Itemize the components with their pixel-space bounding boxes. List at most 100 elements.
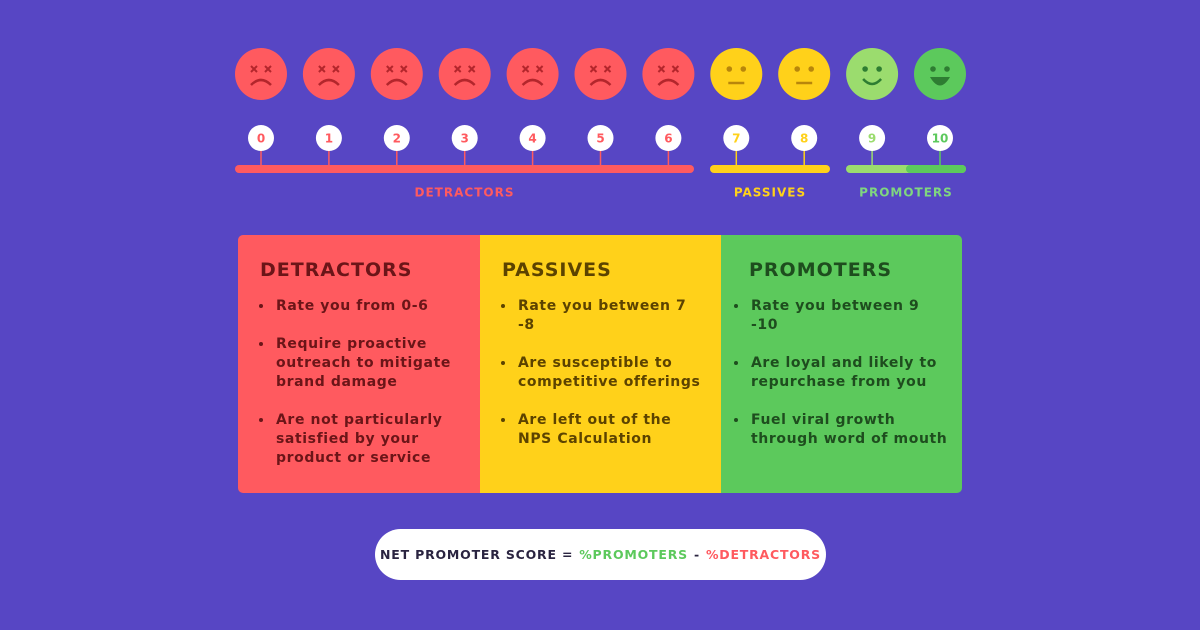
face [914,48,966,100]
face-mouth [862,78,883,86]
bullet: Are not particularly satisfied by your p… [274,411,466,468]
face-circle [846,48,899,100]
pin [383,125,410,151]
pin [655,125,682,151]
face-eye [944,66,950,72]
scale-point: 10 [932,132,949,146]
group-bar [710,165,830,173]
group-label: PROMOTERS [859,186,953,200]
formula: NET PROMOTER SCORE = %PROMOTERS - %DETRA… [375,529,826,580]
face-mouth [657,78,680,86]
face-circle [642,48,695,100]
face-mouth [250,78,272,86]
face-eye [657,65,666,73]
pin [927,125,953,151]
face [438,48,491,100]
card: PROMOTERS Rate you between 9 -10 Are loyal… [721,235,962,493]
face-circle [370,48,423,100]
face [235,48,287,100]
face-eye [386,65,394,73]
pin [723,125,750,151]
face-circle [778,48,831,100]
face-mouth [385,78,408,86]
group-label: PASSIVES [734,186,806,200]
pin [791,125,818,151]
face-circle [506,48,559,100]
face-eye [250,65,258,73]
group-bar-accent [906,165,966,173]
formula-detractors: %DETRACTORS [705,547,821,562]
bullet: Are left out of the NPS Calculation [516,411,707,449]
face-eye [589,65,598,73]
scale-point: 5 [596,132,604,146]
face-mouth [318,78,340,86]
face [302,48,355,100]
face-circle [235,48,287,100]
face [710,48,763,100]
face-eye [726,66,733,72]
group-label: DETRACTORS [415,186,515,200]
bullet: Are susceptible to competitive offerings [516,354,707,392]
face-circle [574,48,627,100]
scale-point: 1 [325,132,333,146]
face-eye [671,65,680,73]
bullet: Rate you between 7 -8 [516,297,707,335]
face-circle [438,48,491,100]
formula-promoters: %PROMOTERS [579,547,688,562]
face-eye [794,66,800,72]
face-eye [400,65,408,73]
face-mouth [453,78,476,86]
pin [587,125,614,151]
pin [859,125,886,151]
face-eye [521,65,530,73]
card-title: PROMOTERS [749,259,893,281]
face-circle [914,48,966,100]
face-eye [264,65,272,73]
face-eye [930,66,936,72]
pin [248,125,274,151]
formula-minus: - [693,547,700,562]
face-circle [710,48,763,100]
card-title: PASSIVES [502,259,612,281]
card: DETRACTORS Rate you from 0-6 Require proac… [238,235,480,493]
formula-label: NET PROMOTER SCORE = [380,547,574,562]
pin [519,125,546,151]
face-eye [862,66,868,72]
card: PASSIVES Rate you between 7 -8 Are suscept… [480,235,721,493]
scale-point: 9 [868,132,876,146]
scale-point: 4 [528,132,536,146]
scale-point: 3 [461,132,469,146]
face [778,48,831,100]
bullet: Rate you from 0-6 [274,297,466,316]
bullet-list: Rate you between 7 -8 Are susceptible to … [502,297,707,449]
face [574,48,627,100]
pin [451,125,478,151]
scale-point: 7 [732,132,740,146]
face-circle [302,48,355,100]
face [370,48,423,100]
scale-point: 2 [393,132,401,146]
card-title: DETRACTORS [260,259,413,281]
pin [315,125,342,151]
bullet: Require proactive outreach to mitigate b… [274,335,466,392]
face-eye [876,66,882,72]
face-eye [603,65,612,73]
face-eye [467,65,476,73]
face-eye [740,66,747,72]
bullet-list: Rate you between 9 -10 Are loyal and like… [735,297,948,449]
face-eye [535,65,544,73]
bullet: Fuel viral growth through word of mouth [749,411,948,449]
face-eye [808,66,814,72]
face-eye [318,65,326,73]
face [506,48,559,100]
face-mouth [930,77,950,86]
face-eye [332,65,340,73]
nps-scale: DETRACTORS PASSIVES PROMOTERS 0 1 2 3 4 5 6 7 8 9 10 [235,48,966,200]
face-mouth [589,78,612,86]
face [642,48,695,100]
scale-point: 8 [800,132,808,146]
scale-point: 0 [257,132,265,146]
bullet: Rate you between 9 -10 [749,297,948,335]
face-eye [453,65,462,73]
